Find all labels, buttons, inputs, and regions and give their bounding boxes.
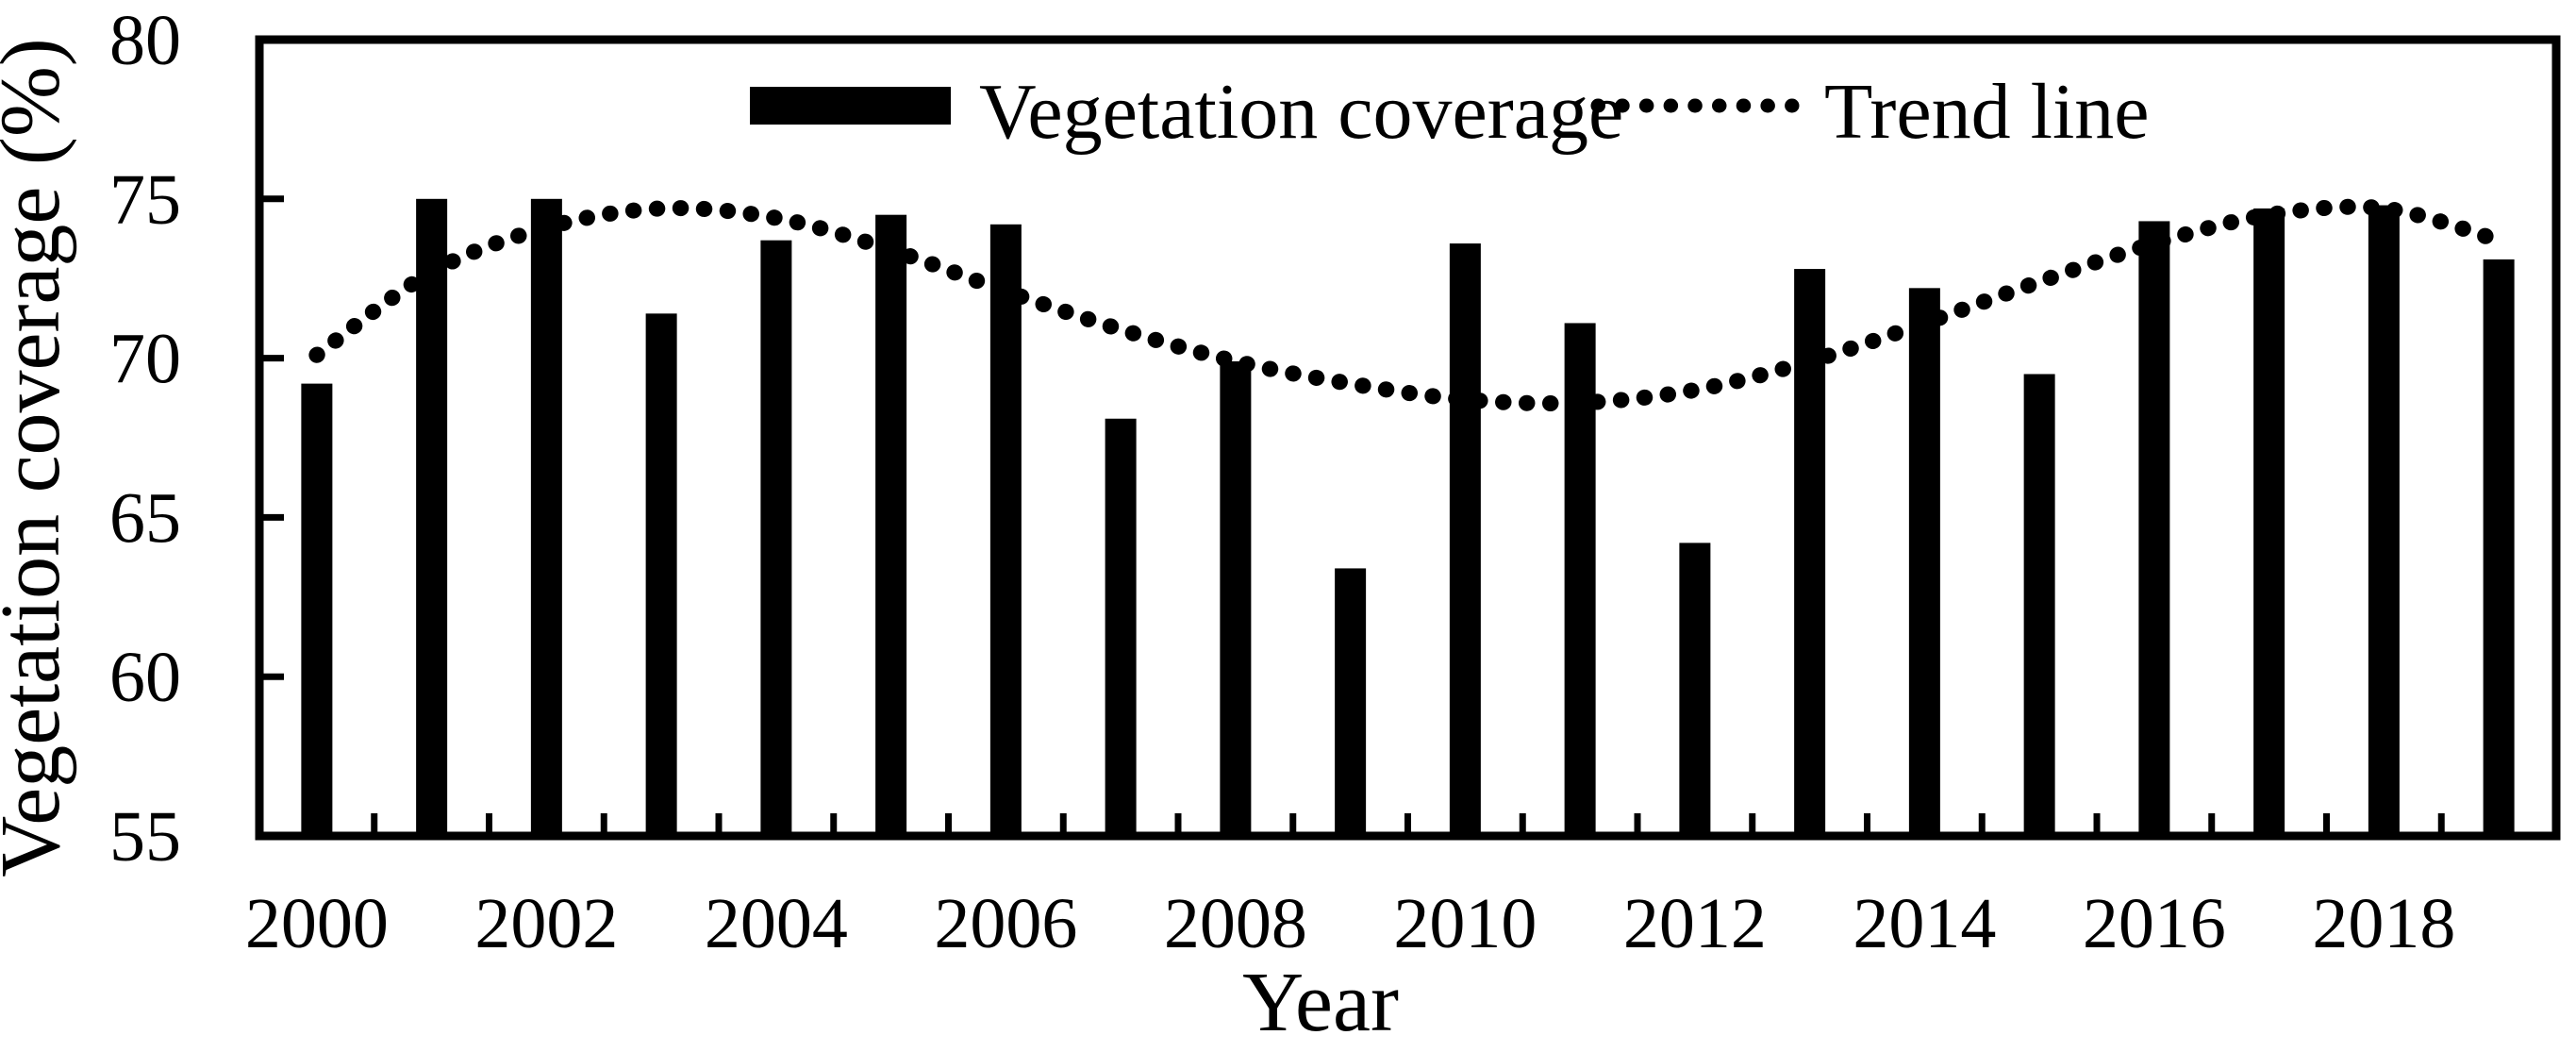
y-tick-label: 75 [109,160,181,240]
bar-2004 [760,240,792,837]
x-tick-label: 2002 [474,884,618,963]
x-tick-label: 2000 [245,884,389,963]
bar-2012 [1679,543,1711,836]
x-tick-label: 2004 [705,884,848,963]
x-tick-label: 2012 [1623,884,1767,963]
bar-2007 [1105,418,1137,836]
y-tick-label: 70 [109,320,181,399]
x-tick-label: 2016 [2083,884,2226,963]
x-tick-label: 2006 [934,884,1077,963]
bar-2002 [530,198,562,837]
y-axis-title: Vegetation coverage (%) [0,38,77,877]
bar-2010 [1449,243,1481,837]
x-tick-label: 2008 [1164,884,1307,963]
y-tick-label: 80 [109,1,181,80]
bar-2019 [2483,259,2515,837]
bar-2014 [1908,288,1940,836]
legend-bar-swatch [750,87,951,125]
bar-2001 [416,198,448,837]
legend-label-trend-line: Trend line [1824,68,2150,156]
plot-border [255,35,2561,841]
bar-2017 [2253,208,2285,837]
bar-2009 [1335,568,1367,836]
bar-2008 [1220,360,1252,836]
trend-line-path [308,198,2507,412]
x-tick-label: 2014 [1853,884,1996,963]
bar-2015 [2023,374,2055,836]
x-tick-label: 2010 [1393,884,1537,963]
bar-2016 [2138,221,2170,836]
legend-label-vegetation-coverage: Vegetation coverage [979,68,1623,156]
bar-2006 [989,224,1022,837]
bar-2018 [2368,205,2400,836]
bar-2000 [301,383,333,836]
x-axis-title: Year [1242,956,1399,1047]
y-tick-label: 60 [109,638,181,717]
y-tick-label: 55 [109,797,181,877]
legend: Vegetation coverage Trend line [750,68,2150,156]
bar-2005 [875,214,907,836]
y-tick-label: 65 [109,478,181,558]
x-tick-label: 2018 [2312,884,2455,963]
bar-2003 [645,313,677,836]
